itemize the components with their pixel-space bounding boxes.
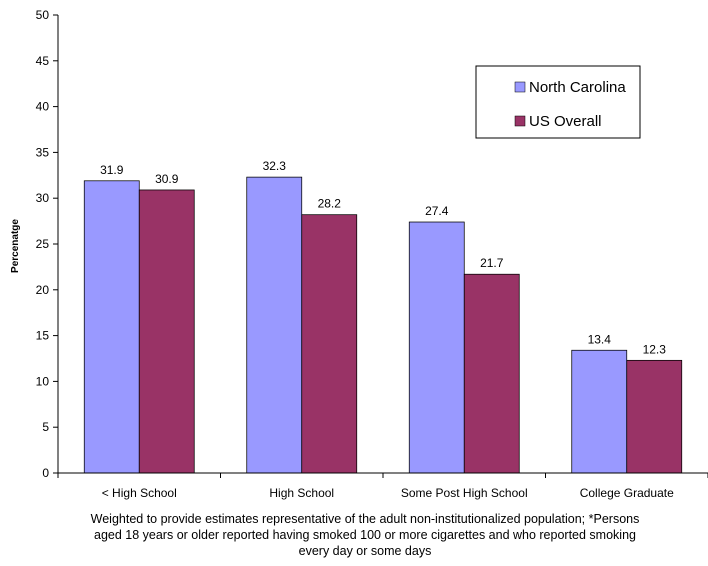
y-tick-label: 15 (36, 329, 50, 343)
bars (83, 176, 683, 474)
y-tick-label: 0 (42, 466, 49, 480)
data-label: 32.3 (263, 159, 287, 173)
legend-swatch-north-carolina (514, 81, 526, 93)
y-tick-label: 40 (36, 100, 50, 114)
data-label: 28.2 (318, 197, 342, 211)
bar-north-carolina (571, 349, 628, 474)
bar-chart: 0 5 10 15 20 25 30 35 40 45 50 < High School High S… (10, 8, 708, 500)
data-label: 12.3 (643, 342, 667, 356)
y-tick-label: 35 (36, 145, 50, 159)
bar-us-overall (301, 214, 358, 474)
x-tick-label: High School (269, 486, 334, 500)
data-label: 13.4 (588, 332, 612, 346)
x-tick-label: College Graduate (580, 486, 674, 500)
data-label: 31.9 (100, 163, 124, 177)
legend-label-north-carolina: North Carolina (529, 79, 626, 96)
data-label: 30.9 (155, 172, 179, 186)
legend: North Carolina US Overall (475, 65, 641, 139)
y-tick-label: 30 (36, 191, 50, 205)
x-tick-label: < High School (102, 486, 177, 500)
y-tick-label: 20 (36, 283, 50, 297)
legend-swatch-us-overall (514, 115, 526, 127)
y-tick-label: 25 (36, 237, 50, 251)
y-tick-label: 5 (42, 420, 49, 434)
y-axis-ticks: 0 5 10 15 20 25 30 35 40 45 50 (36, 8, 58, 480)
data-labels: 31.9 30.9 32.3 28.2 27.4 21.7 13.4 12.3 (100, 159, 666, 356)
y-tick-label: 45 (36, 54, 50, 68)
bar-us-overall (463, 273, 520, 474)
y-tick-label: 10 (36, 374, 50, 388)
bar-north-carolina (408, 221, 465, 474)
data-label: 27.4 (425, 204, 449, 218)
bar-us-overall (626, 359, 683, 474)
chart-footnote: Weighted to provide estimates representa… (90, 512, 640, 558)
bar-us-overall (138, 189, 195, 474)
bar-north-carolina (246, 176, 303, 474)
x-tick-label: Some Post High School (401, 486, 528, 500)
y-axis-label: Percenatge (10, 219, 21, 273)
bar-north-carolina (83, 180, 140, 474)
legend-box (475, 65, 641, 139)
x-axis-ticks: < High School High School Some Post High S… (57, 473, 708, 500)
y-tick-label: 50 (36, 8, 50, 22)
legend-label-us-overall: US Overall (529, 113, 602, 130)
data-label: 21.7 (480, 256, 504, 270)
